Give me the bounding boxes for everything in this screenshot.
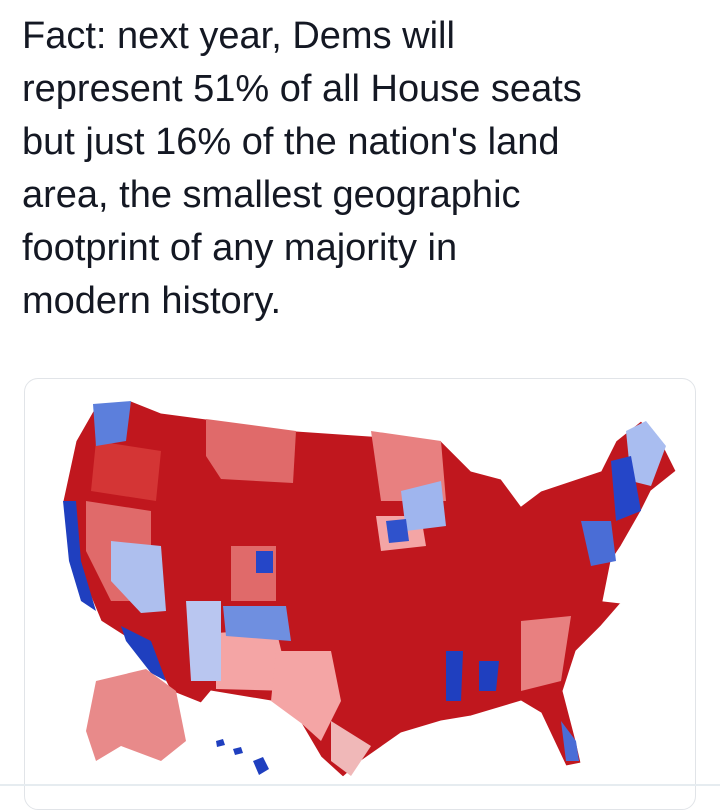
new-england — [611, 456, 641, 521]
tweet-text-line: represent 51% of all House seats — [22, 68, 582, 110]
montana — [206, 419, 296, 483]
west-texas — [271, 651, 341, 741]
socal — [121, 626, 166, 681]
nevada — [111, 541, 166, 613]
tweet-screen: Fact: next year, Dems will represent 51% … — [0, 10, 720, 810]
tweet-text-line: Fact: next year, Dems will — [22, 15, 455, 57]
great-plains — [371, 431, 446, 501]
tweet-text: Fact: next year, Dems will represent 51% … — [22, 10, 712, 328]
colorado-blue — [256, 551, 273, 573]
west-coast — [63, 501, 96, 611]
arizona-blue — [186, 601, 221, 681]
media-card[interactable] — [24, 378, 696, 810]
mississippi-blue — [446, 651, 463, 701]
alabama-blue — [479, 661, 499, 691]
mid-atlantic — [581, 521, 616, 566]
tweet-text-line: but just 16% of the nation's land — [22, 121, 560, 163]
alaska — [86, 669, 186, 761]
south-texas — [331, 721, 371, 776]
us-house-map — [62, 400, 677, 778]
minnesota-blue — [386, 519, 409, 543]
tweet-text-line: modern history. — [22, 280, 282, 322]
new-mexico — [216, 629, 291, 691]
florida-blue — [561, 721, 579, 761]
upper-midwest-blue — [401, 481, 446, 531]
pacific-northwest — [93, 401, 131, 446]
southeast-light — [521, 616, 571, 691]
maine — [626, 421, 666, 486]
tweet-text-line: area, the smallest geographic — [22, 174, 521, 216]
hawaii — [216, 739, 269, 775]
northwest — [91, 441, 161, 501]
colorado-nm — [223, 606, 291, 641]
divider — [0, 784, 720, 786]
tweet-text-line: footprint of any majority in — [22, 227, 458, 269]
